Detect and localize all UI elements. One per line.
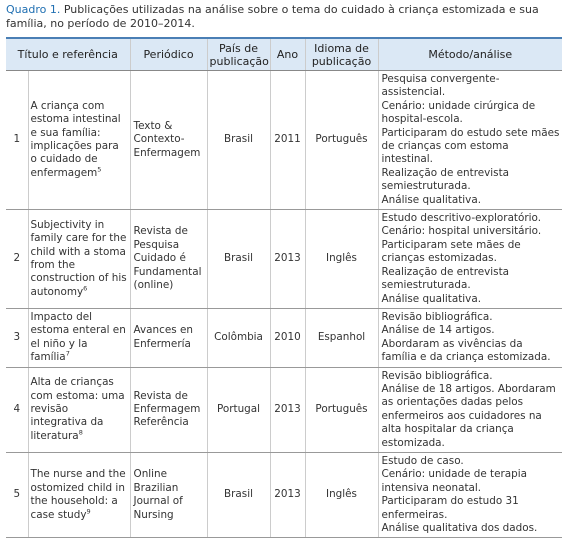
journal: Texto & Contexto-Enfermagem [129,70,208,211]
method-line: Participaram do estudo 31 enfermeiras. [381,495,519,521]
header-cell: Método/análise [377,37,563,71]
method-line: Análise qualitativa dos dados. [381,522,538,534]
journal: Revista de Enfermagem Referência [129,367,208,453]
language: Português [304,367,379,453]
reference: 7 [65,349,70,358]
year: 2013 [269,452,306,538]
row-number: 4 [6,367,28,453]
method-line: Análise qualitativa. [381,193,482,206]
reference: 5 [97,165,102,174]
year: 2013 [269,209,306,309]
table-row: 3 Impacto del estoma enteral en el niño y… [6,308,563,368]
country: Brasil [206,209,271,309]
reference: 6 [83,284,88,293]
title: Subjectivity in family care for the chil… [30,218,127,298]
method-line: Revisão bibliográfica. [381,310,493,323]
title-cell: Impacto del estoma enteral en el niño y … [27,308,131,368]
reference: 8 [78,428,83,437]
journal: Revista de Pesquisa Cuidado é Fundamenta… [129,209,208,309]
method-line: Análise de 14 artigos. [381,324,495,337]
language: Português [304,70,379,211]
country: Colômbia [206,308,271,368]
language: Inglês [304,452,379,538]
title-cell: Alta de crianças com estoma: uma revisão… [27,367,131,453]
method-line: Abordaram as vivências da família e da c… [381,337,551,364]
method-line: Cenário: unidade de terapia intensiva ne… [381,468,527,494]
year: 2010 [269,308,306,368]
method-cell: Pesquisa convergente-assistencial. Cenári… [377,70,563,211]
method-line: Análise qualitativa. [381,292,482,305]
method-cell: Estudo de caso. Cenário: unidade de terap… [377,452,563,538]
caption-label: Quadro 1. [6,3,61,16]
row-number: 5 [6,452,28,538]
header-cell: Idioma de publicação [304,37,379,71]
language: Espanhol [304,308,379,368]
method-line: Análise de 18 artigos. Abordaram as orie… [381,382,556,449]
language: Inglês [304,209,379,309]
method-cell: Estudo descritivo-exploratório. Cenário: … [377,209,563,309]
method-cell: Revisão bibliográfica. Análise de 18 arti… [377,367,563,453]
page: Quadro 1 html, body { margin: 0; padding… [6,3,563,538]
caption-text: Publicações utilizadas na análise sobre … [6,3,539,30]
method-line: Pesquisa convergente-assistencial. [381,73,500,99]
year: 2011 [269,70,306,211]
header-cell: Periódico [129,37,208,71]
method-line: Estudo descritivo-exploratório. [381,212,541,225]
country: Brasil [206,70,271,211]
method-line: Estudo de caso. [381,454,464,467]
journal: Online Brazilian Journal of Nursing [129,452,208,538]
body: Quadro 1. Publicações utilizadas na anál… [6,3,563,538]
title: The nurse and the ostomized child in the… [30,468,126,521]
header-row: Título e referência Periódico País de publ… [6,37,563,71]
header-cell: Ano [269,37,306,71]
header-cell: País de publicação [206,37,271,71]
row-number: 2 [6,209,28,309]
method-line: Revisão bibliográfica. [381,369,493,382]
method-line: Cenário: unidade cirúrgica de hospital-e… [381,99,536,126]
method-line: Participaram do estudo sete mães de cria… [381,126,560,166]
title: Impacto del estoma enteral en el niño y … [30,310,126,364]
caption: Quadro 1. Publicações utilizadas na anál… [6,3,562,31]
table: Título e referência Periódico País de publ… [6,37,563,538]
title-cell: The nurse and the ostomized child in the… [27,452,131,538]
row-number: 3 [6,308,28,368]
country: Portugal [206,367,271,453]
row-number: 1 [6,70,28,211]
header-cell: Título e referência [6,37,131,71]
table-row: 2 Subjectivity in family care for the chi… [6,209,563,309]
method-line: Participaram sete mães de crianças estom… [381,238,521,265]
method-line: Cenário: hospital universitário. [381,225,542,238]
table-row: 4 Alta de crianças com estoma: uma revisã… [6,367,563,453]
method-cell: Revisão bibliográfica. Análise de 14 arti… [377,308,563,368]
title-cell: A criança com estoma intestinal e sua fa… [27,70,131,211]
journal: Avances en Enfermería [129,308,208,368]
title: A criança com estoma intestinal e sua fa… [30,99,121,179]
method-line: Realização de entrevista semiestruturada… [381,265,510,292]
table-row: 5 The nurse and the ostomized child in th… [6,452,563,538]
title-cell: Subjectivity in family care for the chil… [27,209,131,309]
title: Alta de crianças com estoma: uma revisão… [30,376,125,442]
year: 2013 [269,367,306,453]
method-line: Realização de entrevista semiestruturada… [381,166,510,193]
country: Brasil [206,452,271,538]
reference: 9 [86,507,91,516]
